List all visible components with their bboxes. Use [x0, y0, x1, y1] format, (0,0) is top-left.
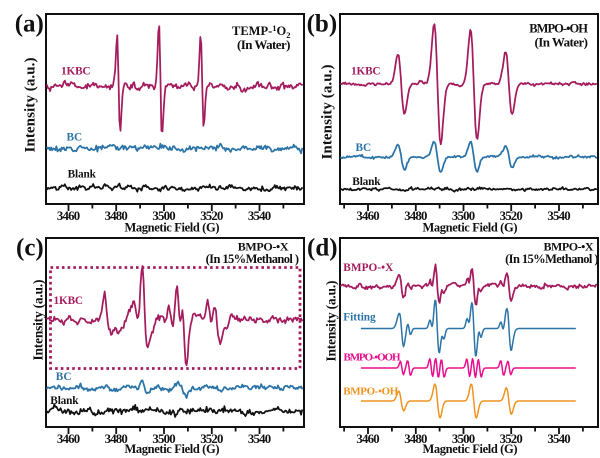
svg-text:1KBC: 1KBC — [61, 65, 91, 77]
svg-text:(b): (b) — [307, 11, 338, 38]
svg-text:3540: 3540 — [547, 209, 570, 223]
svg-text:BMPO-•X: BMPO-•X — [238, 239, 289, 253]
svg-text:3500: 3500 — [452, 209, 475, 223]
svg-text:3520: 3520 — [200, 432, 223, 446]
svg-text:BMPO-•OH: BMPO-•OH — [529, 22, 588, 36]
svg-text:(d): (d) — [307, 234, 338, 261]
svg-text:(In Water): (In Water) — [535, 35, 589, 50]
svg-text:Blank: Blank — [50, 395, 79, 407]
svg-text:Intensity (a.u.): Intensity (a.u.) — [320, 65, 336, 160]
svg-text:Intensity (a.u.): Intensity (a.u.) — [31, 280, 46, 361]
svg-text:Magnetic Field (G): Magnetic Field (G) — [423, 442, 518, 456]
svg-text:BC: BC — [56, 371, 72, 383]
svg-text:Intensity (a.u.): Intensity (a.u.) — [23, 58, 39, 153]
svg-text:TEMP-1O2: TEMP-1O2 — [232, 23, 291, 40]
svg-text:BMPO-•X: BMPO-•X — [343, 262, 394, 274]
svg-text:(In 15%Methanol ): (In 15%Methanol ) — [505, 252, 598, 266]
svg-text:3520: 3520 — [500, 432, 523, 446]
svg-text:BC: BC — [67, 131, 83, 143]
svg-text:BMPO-•OH: BMPO-•OH — [343, 385, 398, 397]
svg-text:3500: 3500 — [452, 432, 475, 446]
svg-text:1KBC: 1KBC — [54, 295, 84, 307]
svg-text:3500: 3500 — [152, 432, 175, 446]
svg-text:3460: 3460 — [356, 209, 379, 223]
svg-text:Magnetic Field (G): Magnetic Field (G) — [423, 221, 518, 235]
svg-text:3540: 3540 — [547, 432, 570, 446]
svg-text:3480: 3480 — [404, 432, 427, 446]
svg-text:BC: BC — [356, 142, 372, 154]
svg-text:BMPO-•X: BMPO-•X — [544, 240, 594, 254]
svg-text:Magnetic Field (G): Magnetic Field (G) — [125, 442, 220, 456]
svg-text:(c): (c) — [16, 234, 44, 261]
svg-text:3480: 3480 — [105, 432, 128, 446]
svg-text:1KBC: 1KBC — [351, 66, 381, 78]
svg-text:Intensity (a.u.): Intensity (a.u.) — [324, 281, 339, 362]
svg-text:BMPO-•OOH: BMPO-•OOH — [344, 351, 401, 363]
svg-text:3460: 3460 — [57, 209, 80, 223]
svg-text:3540: 3540 — [248, 209, 271, 223]
svg-text:3480: 3480 — [404, 209, 427, 223]
svg-text:3540: 3540 — [248, 432, 271, 446]
svg-text:(a): (a) — [15, 11, 44, 38]
svg-text:3480: 3480 — [105, 209, 128, 223]
svg-text:Blank: Blank — [68, 168, 97, 180]
svg-text:3500: 3500 — [152, 209, 175, 223]
svg-text:3520: 3520 — [200, 209, 223, 223]
svg-text:(In 15%Methanol ): (In 15%Methanol ) — [206, 252, 299, 266]
svg-text:Magnetic Field (G): Magnetic Field (G) — [125, 221, 220, 235]
svg-text:Blank: Blank — [352, 176, 381, 188]
svg-text:3460: 3460 — [356, 432, 379, 446]
svg-text:3520: 3520 — [500, 209, 523, 223]
svg-text:3460: 3460 — [57, 432, 80, 446]
svg-text:Fitting: Fitting — [343, 311, 376, 323]
svg-text:(In Water): (In Water) — [237, 37, 291, 52]
